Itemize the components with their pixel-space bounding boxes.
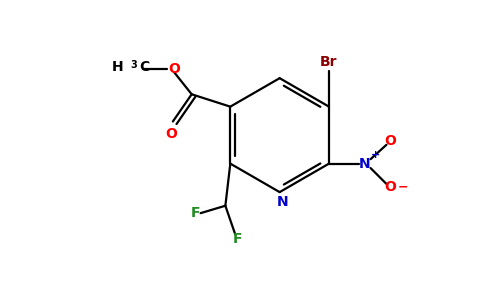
Text: C: C (139, 59, 150, 74)
Text: +: + (371, 150, 380, 160)
Text: Br: Br (320, 55, 338, 68)
Text: N: N (276, 195, 288, 208)
Text: O: O (168, 61, 180, 76)
Text: O: O (165, 128, 177, 142)
Text: O: O (384, 134, 396, 148)
Text: F: F (233, 232, 242, 246)
Text: 3: 3 (131, 60, 137, 70)
Text: O: O (384, 180, 396, 194)
Text: H: H (112, 59, 123, 74)
Text: F: F (191, 206, 200, 220)
Text: −: − (397, 181, 408, 194)
Text: N: N (359, 157, 370, 171)
